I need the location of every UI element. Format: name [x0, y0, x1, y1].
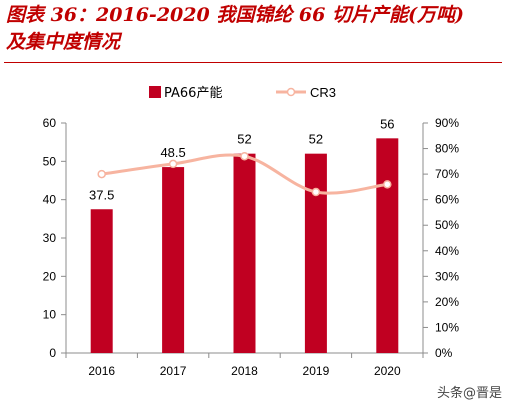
legend: PA66产能 CR3 [149, 85, 336, 101]
right-tick-label: 40% [435, 244, 459, 258]
left-tick-label: 30 [43, 231, 57, 245]
chart-title-line-1: 图表 36：2016-2020 我国锦纶 66 切片产能(万吨) [6, 4, 464, 26]
left-tick-label: 60 [43, 116, 57, 130]
right-tick-label: 70% [435, 167, 459, 181]
watermark: 头条@晋是 [436, 386, 502, 401]
data-label: 56 [380, 116, 394, 131]
right-tick-label: 60% [435, 193, 459, 207]
left-tick-label: 0 [49, 346, 56, 360]
legend-label-pa66: PA66产能 [164, 86, 222, 101]
chart-title: 图表 36：2016-2020 我国锦纶 66 切片产能(万吨) 及集中度情况 [6, 2, 506, 56]
right-tick-label: 30% [435, 269, 459, 283]
left-tick-label: 50 [43, 154, 57, 168]
right-tick-label: 10% [435, 320, 459, 334]
data-label: 37.5 [89, 187, 114, 202]
bar [162, 167, 185, 353]
legend-marker-cr3 [286, 87, 296, 97]
right-tick-label: 80% [435, 142, 459, 156]
x-tick-label: 2019 [303, 364, 330, 378]
right-tick-label: 0% [435, 346, 453, 360]
cr3-line [97, 151, 392, 197]
axes: 0 10 20 30 40 50 60 0% 10% 20% 30% 40% 50% 60% 70% 80% 9… [43, 116, 460, 378]
bar [304, 153, 327, 353]
chart-title-line-2: 及集中度情况 [6, 31, 121, 53]
title-divider [4, 62, 502, 63]
data-label: 52 [237, 132, 251, 147]
x-tick-label: 2016 [88, 364, 115, 378]
legend-swatch-pa66 [149, 86, 161, 98]
data-label: 52 [309, 132, 323, 147]
right-tick-label: 90% [435, 116, 459, 130]
data-label: 48.5 [160, 145, 185, 160]
x-tick-label: 2020 [374, 364, 401, 378]
x-tick-label: 2017 [160, 364, 187, 378]
cr3-point [240, 151, 249, 161]
bar [376, 138, 399, 353]
left-tick-label: 40 [43, 193, 57, 207]
right-tick-label: 20% [435, 295, 459, 309]
data-labels: 37.5 48.5 52 52 56 [89, 116, 394, 202]
cr3-point [383, 180, 392, 189]
bar [90, 209, 113, 353]
bars [90, 138, 399, 353]
left-tick-label: 20 [43, 269, 57, 283]
legend-label-cr3: CR3 [310, 85, 336, 100]
right-tick-label: 50% [435, 218, 459, 232]
bar [233, 153, 256, 353]
cr3-point [97, 169, 106, 179]
cr3-point [311, 187, 321, 197]
cr3-point [168, 159, 178, 169]
left-tick-label: 10 [43, 308, 57, 322]
x-tick-label: 2018 [231, 364, 258, 378]
